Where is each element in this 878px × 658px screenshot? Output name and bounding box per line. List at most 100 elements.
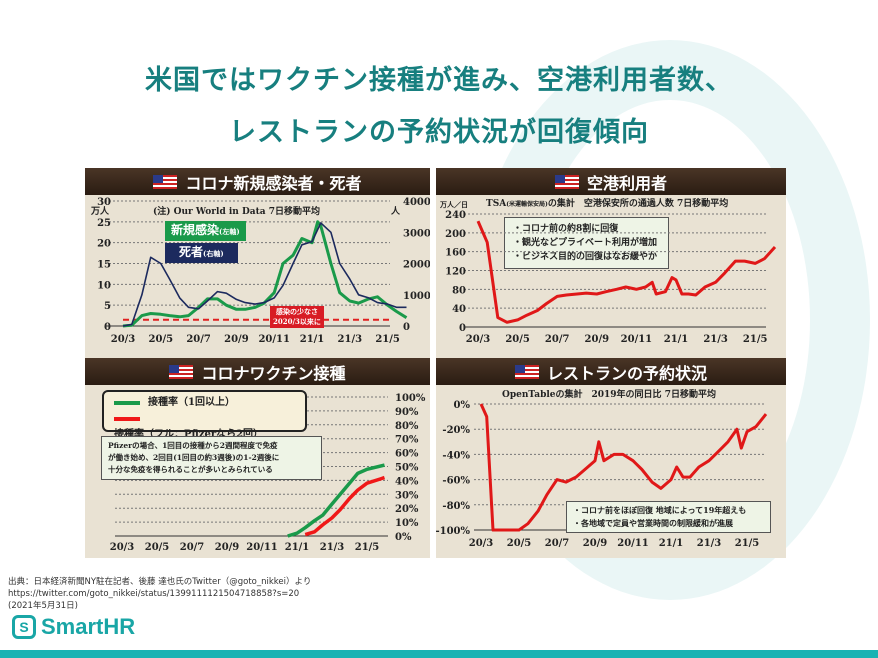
y-tick-label: 200 (445, 229, 466, 240)
x-tick-label: 20/7 (545, 538, 570, 549)
chart-panel-cases-deaths: コロナ新規感染者・死者 0 5 10 15 20 25 30 0 1000 2000 3000 400… (85, 168, 430, 358)
x-tick-label: 20/9 (224, 334, 249, 345)
reference-line-label: 感染の少なさ 2020/3以来に (270, 306, 324, 328)
x-tick-label: 21/5 (355, 542, 380, 553)
y-axis-unit: 万人／日 (440, 200, 468, 209)
x-tick-label: 20/7 (545, 334, 570, 345)
y-tick-label: 50% (395, 463, 419, 474)
airport-chart: 0 40 80 120 160 200 240 20/3 20/5 20/7 20/9 20/11 21… (445, 210, 777, 345)
y-tick-label: 90% (395, 407, 419, 418)
footer-bar (0, 650, 878, 658)
x-tick-label: 20/11 (246, 542, 277, 553)
cases-deaths-chart: 0 5 10 15 20 25 30 0 1000 2000 3000 4000 20/3 20/5 20/… (97, 197, 430, 345)
legend-cases: 新規感染(左軸) (165, 221, 246, 241)
left-axis-unit: 万人 (91, 207, 110, 217)
x-tick-label: 21/1 (659, 538, 684, 549)
x-tick-label: 21/1 (285, 542, 310, 553)
legend: 接種率（1回以上） 接種率（フル：Pfizerなら2回） (102, 390, 307, 440)
legend-swatch-green (114, 400, 140, 405)
x-tick-label: 20/9 (585, 334, 610, 345)
x-tick-label: 21/3 (320, 542, 345, 553)
y-tick-label: 0% (454, 400, 471, 411)
source-citation: 出典：日本経済新聞NY駐在記者、後藤 達也氏のTwitter（@goto_nik… (8, 577, 312, 611)
slide-title-line2: レストランの予約状況が回復傾向 (229, 117, 649, 148)
x-tick-label: 20/11 (258, 334, 289, 345)
x-tick-label: 20/9 (583, 538, 608, 549)
x-tick-label: 20/5 (149, 334, 174, 345)
y-tick-label: 5 (104, 301, 111, 312)
x-tick-label: 21/5 (743, 334, 768, 345)
y-tick-label: -40% (442, 450, 470, 461)
legend-deaths: 死者(右軸) (165, 243, 238, 263)
y-tick-label: 240 (445, 210, 466, 221)
chart-title: レストランの予約状況 (546, 363, 707, 383)
annotation-box: ・コロナ前をほぼ回復 地域によって19年超えも ・各地域で定員や営業時間の制限緩和… (566, 501, 771, 533)
chart-subtitle: TSA(米運輸保安局)の集計 空港保安所の通過人数 7日移動平均 (486, 199, 729, 209)
x-tick-label: 20/5 (145, 542, 170, 553)
chart-panel-vaccination: コロナワクチン接種 0% 10% 20% 30% 40% 50% 60% 70% 80% 90% 1… (85, 358, 430, 558)
chart-panel-restaurant: レストランの予約状況 OpenTableの集計 2019年の同日比 7日移動平均… (436, 358, 786, 558)
x-tick-label: 20/5 (505, 334, 530, 345)
legend-swatch-red (114, 416, 140, 421)
x-tick-label: 21/3 (338, 334, 363, 345)
series-line-1 (122, 222, 407, 327)
y-tick-label: 160 (445, 248, 466, 259)
x-tick-label: 20/11 (617, 538, 648, 549)
us-flag-icon (554, 174, 579, 189)
y-tick-label: 30% (395, 490, 419, 501)
annotation-box: ・コロナ前の約8割に回復 ・観光などプライベート利用が増加 ・ビジネス目的の回復はな… (504, 217, 669, 269)
us-flag-icon (169, 364, 194, 379)
chart-title: 空港利用者 (586, 173, 667, 193)
chart-subtitle: (注) Our World in Data 7日移動平均 (153, 207, 320, 217)
series-line-0 (122, 220, 408, 328)
us-flag-icon (153, 174, 178, 189)
smarthr-logo: S SmartHR (12, 614, 135, 640)
y-tick-label: -20% (442, 425, 470, 436)
series-line-0 (476, 220, 777, 324)
y-tick-label: 40% (395, 476, 419, 487)
x-tick-label: 21/5 (735, 538, 760, 549)
y-tick-label: 60% (395, 449, 419, 460)
series-line-0 (287, 463, 385, 538)
chart-title: コロナ新規感染者・死者 (185, 173, 362, 193)
y-tick-label: 70% (395, 435, 419, 446)
logo-icon: S (12, 615, 36, 639)
x-tick-label: 20/7 (186, 334, 211, 345)
x-tick-label: 21/1 (300, 334, 325, 345)
y-tick-label: 25 (97, 218, 111, 229)
series-line-1 (304, 475, 386, 537)
x-tick-label: 20/7 (180, 542, 205, 553)
x-tick-label: 20/9 (215, 542, 240, 553)
x-tick-label: 21/5 (375, 334, 400, 345)
y-right-tick-label: 2000 (403, 260, 430, 271)
chart-panel-airport: 空港利用者 万人／日 TSA(米運輸保安局)の集計 空港保安所の通過人数 7日移… (436, 168, 786, 358)
x-tick-label: 20/11 (621, 334, 652, 345)
chart-title: コロナワクチン接種 (201, 363, 346, 383)
y-tick-label: 10 (97, 280, 111, 291)
y-tick-label: 0 (104, 322, 111, 333)
y-tick-label: 80 (452, 285, 466, 296)
y-tick-label: 80% (395, 421, 419, 432)
y-tick-label: -80% (442, 501, 470, 512)
source-link[interactable]: https://twitter.com/goto_nikkei/status/1… (8, 589, 300, 599)
y-tick-label: 30 (97, 197, 111, 208)
y-tick-label: 100% (395, 393, 426, 404)
y-tick-label: 40 (452, 304, 466, 315)
x-tick-label: 20/5 (507, 538, 532, 549)
y-tick-label: 120 (445, 267, 466, 278)
y-right-tick-label: 3000 (403, 228, 430, 239)
y-right-tick-label: 1000 (403, 291, 430, 302)
slide-title-line1: 米国ではワクチン接種が進み、空港利用者数、 (145, 65, 733, 96)
x-tick-label: 20/3 (110, 542, 135, 553)
y-tick-label: 20% (395, 504, 419, 515)
y-right-tick-label: 4000 (403, 197, 430, 208)
x-tick-label: 20/3 (111, 334, 136, 345)
series-line-0 (479, 403, 768, 532)
y-tick-label: 0% (395, 532, 412, 543)
y-tick-label: 0 (459, 323, 466, 334)
chart-subtitle: OpenTableの集計 2019年の同日比 7日移動平均 (502, 390, 716, 400)
us-flag-icon (514, 364, 539, 379)
y-right-tick-label: 0 (403, 322, 410, 333)
annotation-box: Pfizerの場合、1回目の接種から2週間程度で免疫 が働き始め、2回目(1回目の… (101, 436, 322, 480)
x-tick-label: 20/3 (466, 334, 491, 345)
